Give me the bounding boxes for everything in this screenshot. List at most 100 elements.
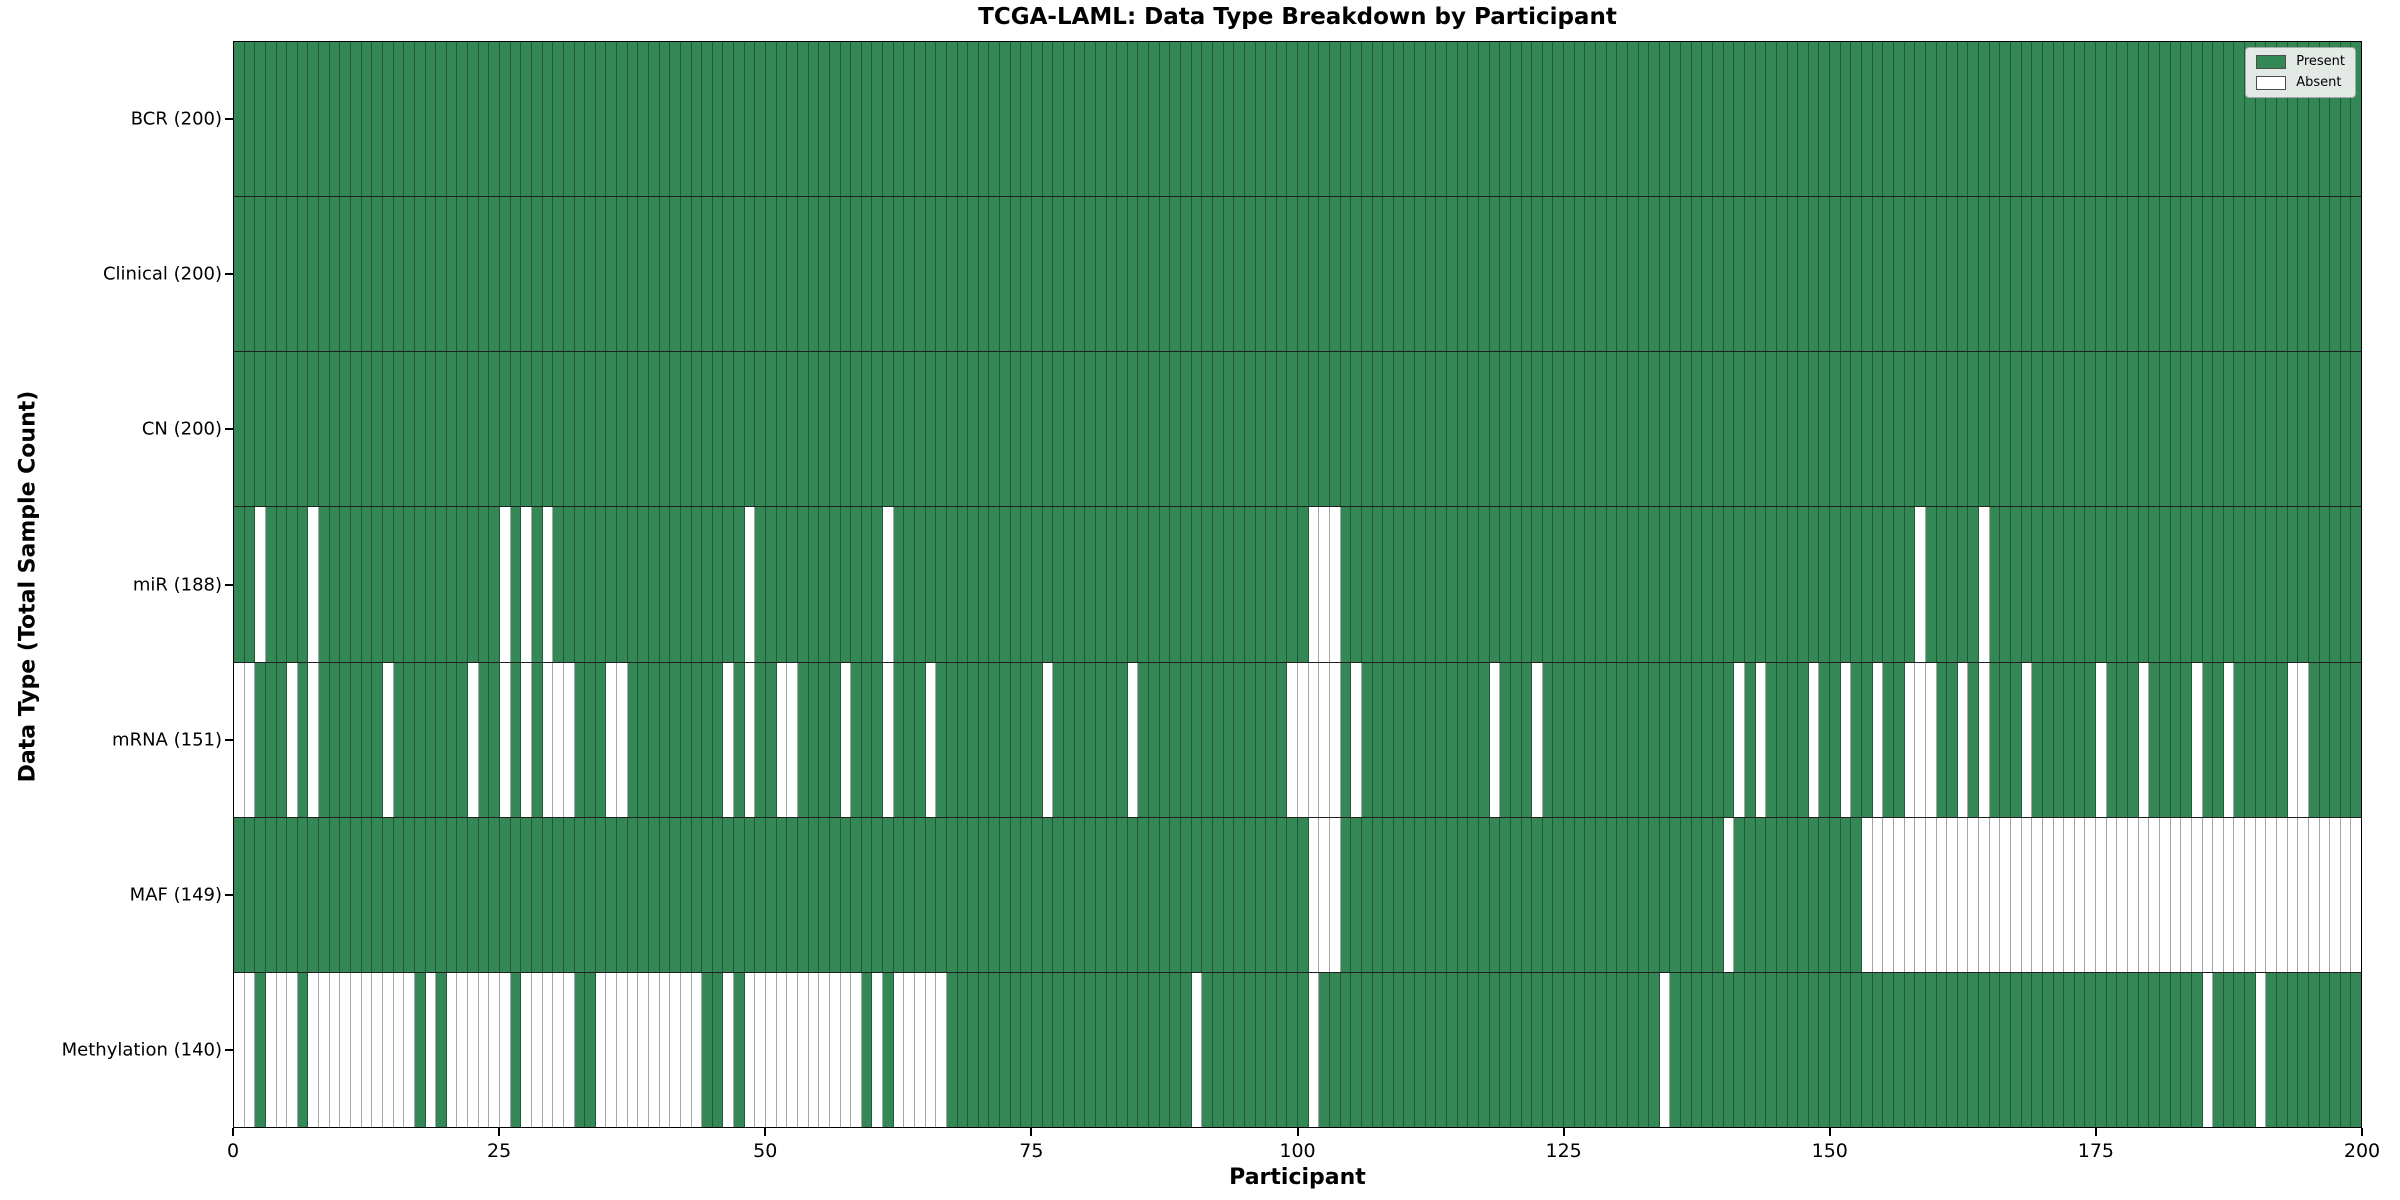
heatmap-cell — [1723, 662, 1735, 817]
heatmap-cell — [1436, 507, 1448, 662]
heatmap-cell — [1713, 42, 1724, 197]
heatmap-cell — [382, 662, 394, 817]
heatmap-cell — [1351, 662, 1362, 817]
heatmap-cell — [1808, 352, 1820, 507]
heatmap-cell — [829, 197, 841, 352]
heatmap-cell — [329, 662, 341, 817]
heatmap-cell — [244, 197, 256, 352]
heatmap-cell — [372, 817, 383, 972]
heatmap-cell — [2277, 352, 2288, 507]
heatmap-cell — [1691, 42, 1703, 197]
heatmap-cell — [702, 197, 713, 352]
heatmap-cell — [1510, 507, 1522, 662]
heatmap-cell — [1649, 507, 1660, 662]
heatmap-cell — [436, 972, 447, 1127]
heatmap-cell — [936, 352, 947, 507]
y-tick-mark — [225, 894, 233, 897]
heatmap-cell — [234, 972, 245, 1127]
y-tick-mark — [225, 738, 233, 741]
heatmap-cell — [1979, 197, 1990, 352]
heatmap-cell — [574, 352, 586, 507]
heatmap-cell — [1468, 42, 1479, 197]
heatmap-cell — [2053, 197, 2065, 352]
heatmap-cell — [1255, 972, 1267, 1127]
heatmap-cell — [521, 972, 532, 1127]
heatmap-cell — [2202, 972, 2214, 1127]
heatmap-cell — [1830, 507, 1841, 662]
heatmap-cell — [1319, 352, 1330, 507]
heatmap-cell — [2245, 662, 2256, 817]
heatmap-cell — [542, 42, 554, 197]
heatmap-cell — [1223, 972, 1235, 1127]
heatmap-cell — [883, 507, 894, 662]
heatmap-cell — [2074, 507, 2086, 662]
heatmap-cell — [521, 197, 532, 352]
heatmap-cell — [1372, 352, 1384, 507]
heatmap-cell — [1649, 817, 1660, 972]
heatmap-cell — [1234, 662, 1245, 817]
heatmap-cell — [808, 972, 820, 1127]
heatmap-cell — [2223, 972, 2235, 1127]
heatmap-cell — [1234, 197, 1245, 352]
heatmap-cell — [553, 352, 564, 507]
heatmap-cell — [1787, 972, 1799, 1127]
heatmap-cell — [1564, 817, 1575, 972]
heatmap-cell — [1447, 817, 1458, 972]
heatmap-cell — [2181, 352, 2192, 507]
heatmap-cell — [691, 197, 703, 352]
heatmap-cell — [1340, 662, 1352, 817]
heatmap-cell — [1936, 197, 1948, 352]
heatmap-cell — [1223, 662, 1235, 817]
heatmap-cell — [2106, 42, 2118, 197]
heatmap-cell — [361, 817, 373, 972]
heatmap-cell — [2128, 197, 2139, 352]
heatmap-cell — [234, 507, 245, 662]
heatmap-cell — [1298, 42, 1309, 197]
heatmap-cell — [297, 972, 309, 1127]
heatmap-cell — [2298, 507, 2309, 662]
heatmap-cell — [787, 817, 798, 972]
heatmap-cell — [1564, 352, 1575, 507]
heatmap-cell — [244, 42, 256, 197]
heatmap-cell — [1564, 972, 1575, 1127]
heatmap-cell — [1106, 972, 1118, 1127]
heatmap-cell — [1308, 972, 1320, 1127]
heatmap-cell — [1553, 972, 1565, 1127]
heatmap-cell — [1989, 817, 2001, 972]
heatmap-cell — [2255, 507, 2267, 662]
heatmap-cell — [414, 972, 426, 1127]
heatmap-cell — [585, 817, 596, 972]
heatmap-cell — [1957, 662, 1969, 817]
heatmap-cell — [904, 197, 915, 352]
heatmap-cell — [989, 972, 1001, 1127]
heatmap-cell — [787, 507, 798, 662]
heatmap-cell — [1138, 197, 1150, 352]
heatmap-cell — [287, 972, 298, 1127]
heatmap-cell — [1223, 817, 1235, 972]
heatmap-cell — [2330, 817, 2341, 972]
heatmap-cell — [989, 662, 1001, 817]
heatmap-cell — [297, 507, 309, 662]
heatmap-cell — [478, 817, 490, 972]
heatmap-cell — [595, 42, 607, 197]
heatmap-cell — [2234, 817, 2246, 972]
heatmap-cell — [893, 507, 905, 662]
chart-title: TCGA-LAML: Data Type Breakdown by Partic… — [978, 4, 1617, 30]
heatmap-cell — [1255, 197, 1267, 352]
heatmap-cell — [1276, 42, 1288, 197]
heatmap-cell — [2245, 507, 2256, 662]
heatmap-cell — [2053, 817, 2065, 972]
heatmap-cell — [478, 507, 490, 662]
heatmap-cell — [297, 662, 309, 817]
heatmap-cell — [2308, 42, 2320, 197]
heatmap-cell — [946, 507, 958, 662]
heatmap-cell — [1947, 662, 1958, 817]
heatmap-cell — [1617, 972, 1628, 1127]
heatmap-cell — [1372, 42, 1384, 197]
heatmap-cell — [851, 662, 862, 817]
heatmap-cell — [2117, 817, 2129, 972]
heatmap-cell — [1776, 197, 1788, 352]
heatmap-cell — [2277, 662, 2288, 817]
heatmap-cell — [659, 817, 671, 972]
heatmap-cell — [2191, 42, 2203, 197]
